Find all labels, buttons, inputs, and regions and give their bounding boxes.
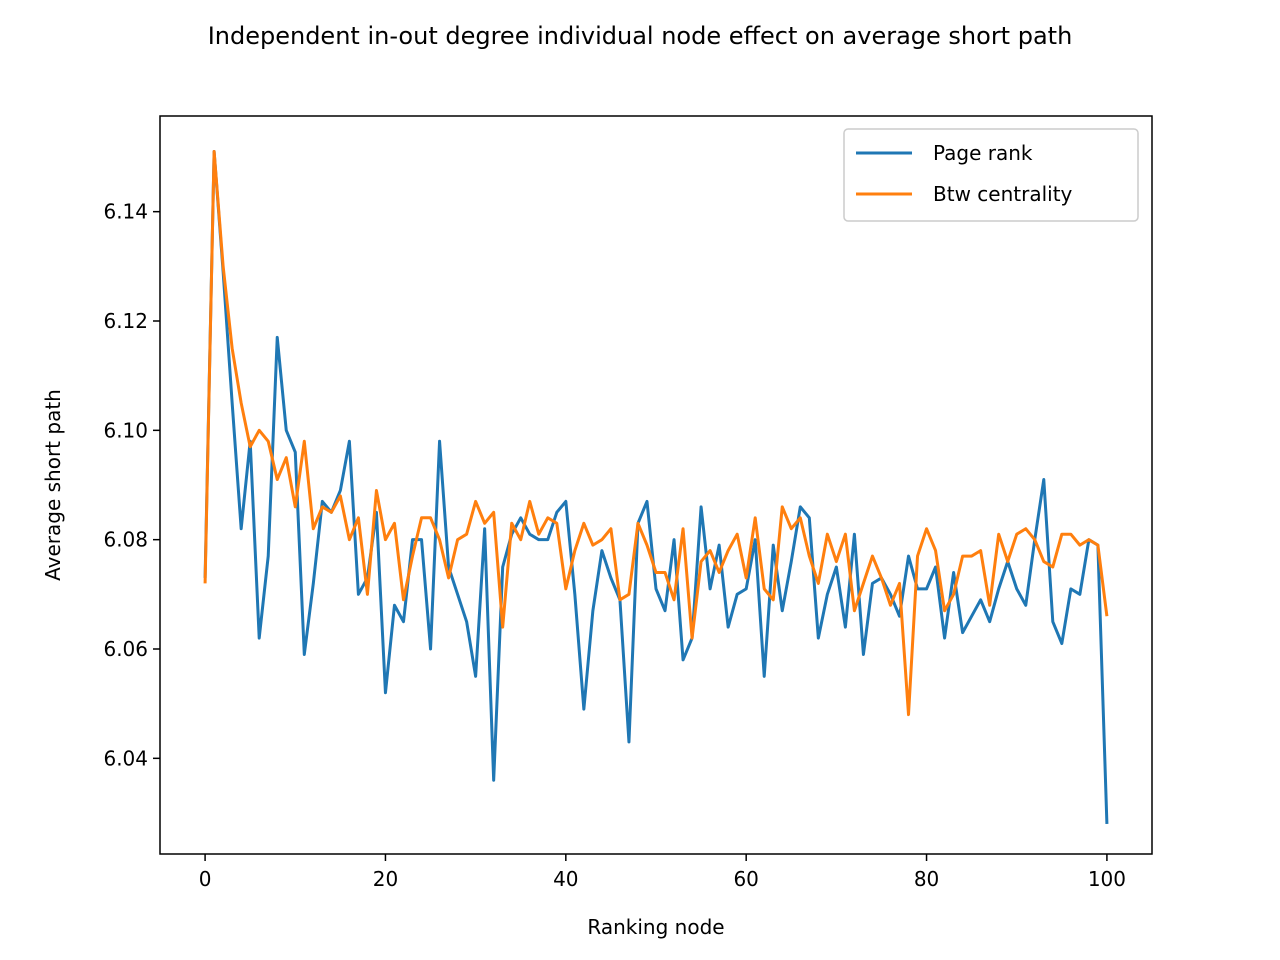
y-tick-label: 6.12 [103,309,148,333]
legend-label-page-rank: Page rank [933,141,1033,165]
x-tick-label: 80 [914,867,939,891]
series-line-page-rank [203,150,1109,824]
x-axis-title: Ranking node [587,915,724,939]
legend-label-btw-centrality: Btw centrality [933,182,1073,206]
legend-frame [843,128,1139,222]
y-tick-label: 6.08 [103,528,148,552]
x-tick-label: 60 [733,867,758,891]
y-tick-label: 6.04 [103,746,148,770]
x-tick-label: 40 [553,867,578,891]
y-tick-label: 6.14 [103,200,148,224]
y-tick-label: 6.10 [103,418,148,442]
plot-area [203,150,1109,824]
series-line-btw-centrality [203,150,1109,717]
axis-ticks: 0 20 40 60 80 100 6.04 6.06 6.08 6.10 6.12 6.14 [103,200,1126,891]
y-tick-label: 6.06 [103,637,148,661]
y-axis-title: Average short path [41,389,65,581]
x-tick-label: 100 [1088,867,1126,891]
x-tick-label: 0 [199,867,212,891]
legend: Page rank Btw centrality [843,128,1139,222]
x-tick-label: 20 [373,867,398,891]
plot-frame [159,115,1153,855]
chart-title: Independent in-out degree individual nod… [208,22,1073,50]
